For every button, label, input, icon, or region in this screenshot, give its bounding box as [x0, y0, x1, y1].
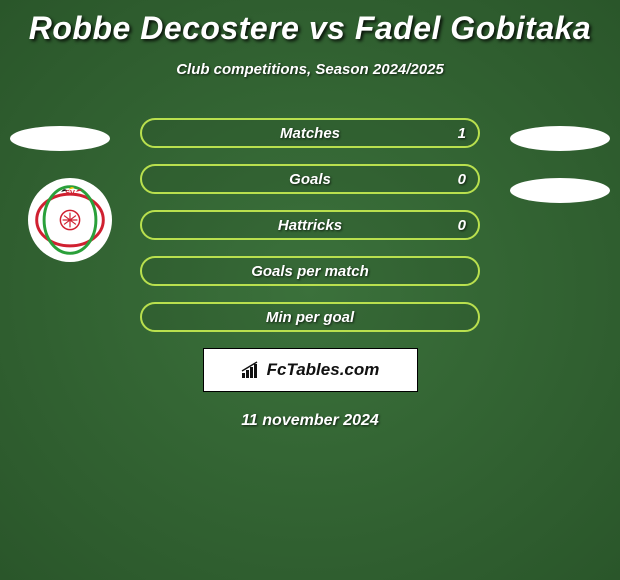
player1-badge-placeholder: [10, 126, 110, 151]
player2-club-placeholder: [510, 178, 610, 203]
stat-label: Hattricks: [278, 217, 342, 234]
stat-row-hattricks: Hattricks 0: [140, 210, 480, 240]
stat-row-min-per-goal: Min per goal: [140, 302, 480, 332]
stat-label: Matches: [280, 125, 340, 142]
stat-value-right: 0: [458, 171, 466, 188]
stat-row-goals-per-match: Goals per match: [140, 256, 480, 286]
date: 11 november 2024: [0, 412, 620, 430]
stat-value-right: 0: [458, 217, 466, 234]
stat-value-right: 1: [458, 125, 466, 142]
player2-badge-placeholder: [510, 126, 610, 151]
watermark: FcTables.com: [203, 348, 418, 392]
stat-row-goals: Goals 0: [140, 164, 480, 194]
stat-label: Goals per match: [251, 263, 369, 280]
page-title: Robbe Decostere vs Fadel Gobitaka: [0, 0, 620, 47]
bar-chart-icon: [241, 361, 263, 379]
player1-club-logo: SV: [28, 178, 112, 262]
stat-row-matches: Matches 1: [140, 118, 480, 148]
stat-label: Min per goal: [266, 309, 354, 326]
watermark-text: FcTables.com: [267, 360, 380, 380]
subtitle: Club competitions, Season 2024/2025: [0, 61, 620, 78]
club-logo-svg: SV: [33, 183, 107, 257]
stat-label: Goals: [289, 171, 331, 188]
